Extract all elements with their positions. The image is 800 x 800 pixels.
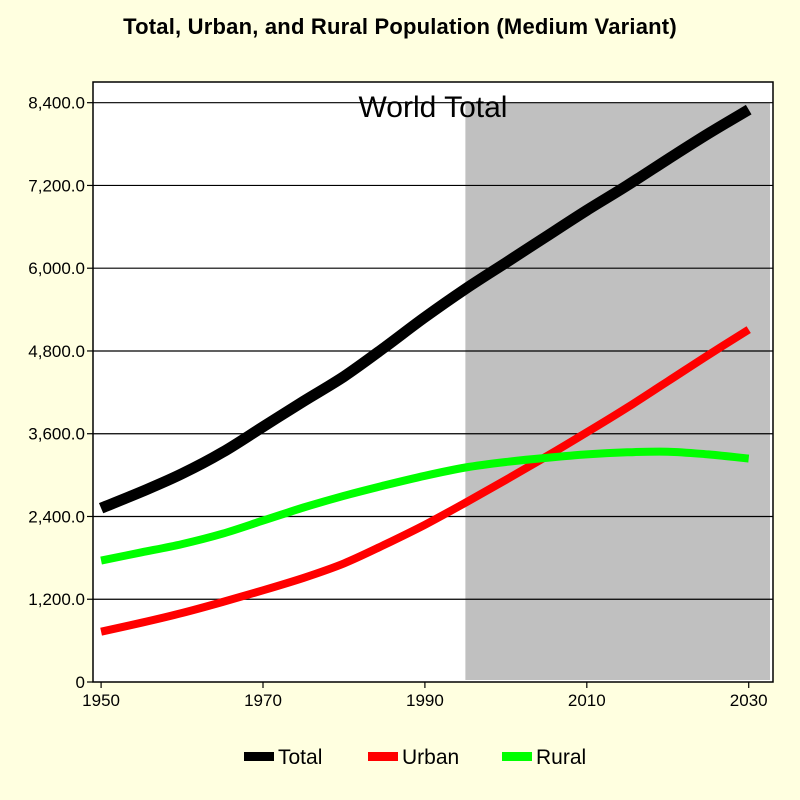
series-line-urban [100, 326, 751, 636]
x-tick-label: 2030 [730, 691, 768, 710]
legend: Total Urban Rural [244, 746, 586, 769]
y-axis-ticks: 0 1,200.0 2,400.0 3,600.0 4,800.0 6,000.0 7,20… [28, 94, 85, 692]
legend-label-urban: Urban [402, 746, 459, 769]
y-tick-label: 0 [76, 673, 85, 692]
legend-swatch-rural [502, 752, 532, 761]
y-tick-label: 7,200.0 [28, 176, 85, 195]
x-axis-ticks: 1950 1970 1990 2010 2030 [82, 682, 768, 710]
page-title: Total, Urban, and Rural Population (Medi… [123, 14, 677, 39]
legend-swatch-urban [368, 752, 398, 761]
y-tick-label: 8,400.0 [28, 94, 85, 113]
y-tick-label: 6,000.0 [28, 259, 85, 278]
series-lines [98, 104, 752, 636]
y-tick-label: 4,800.0 [28, 342, 85, 361]
series-line-total [98, 104, 752, 514]
x-tick-label: 1970 [244, 691, 282, 710]
plot-title: World Total [359, 91, 508, 124]
legend-swatch-total [244, 752, 274, 761]
series-line-rural [100, 447, 750, 565]
x-tick-label: 1990 [406, 691, 444, 710]
y-tick-label: 2,400.0 [28, 507, 85, 526]
y-tick-label: 3,600.0 [28, 425, 85, 444]
x-tick-label: 1950 [82, 691, 120, 710]
projection-period-shade [465, 102, 770, 681]
legend-label-rural: Rural [536, 746, 586, 769]
y-tick-label: 1,200.0 [28, 590, 85, 609]
x-tick-label: 2010 [568, 691, 606, 710]
legend-label-total: Total [278, 746, 322, 769]
